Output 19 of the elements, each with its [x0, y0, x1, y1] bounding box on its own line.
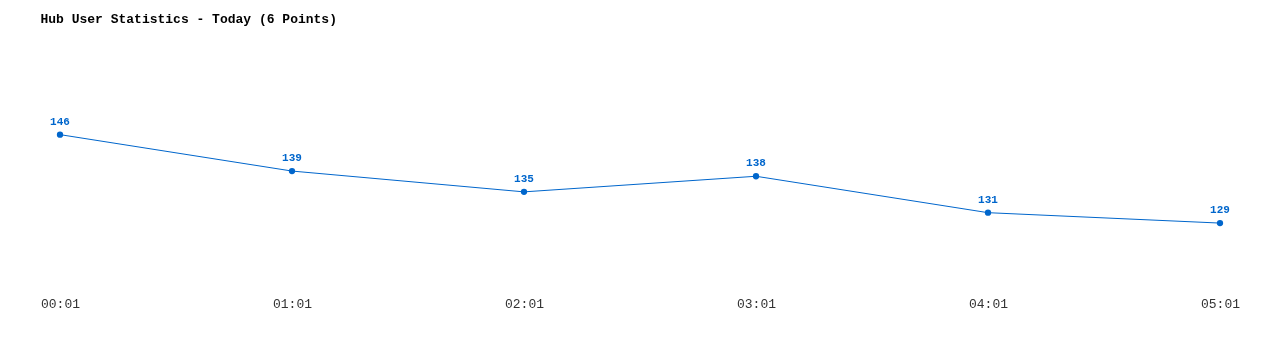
data-label: 146: [50, 115, 70, 128]
point: [984, 209, 992, 216]
x-tick-label: 03:01: [736, 296, 777, 312]
x-tick-label: 05:01: [1200, 296, 1241, 312]
x-tick-label: 02:01: [504, 296, 545, 312]
data-label: 138: [746, 157, 767, 170]
data-label: 131: [978, 193, 999, 206]
point: [520, 188, 528, 196]
data-label: 139: [282, 152, 302, 165]
point: [288, 167, 296, 175]
data-label: 129: [1210, 204, 1230, 217]
x-tick-label: 04:01: [968, 296, 1009, 312]
x-tick-label: 00:01: [40, 296, 81, 312]
point: [56, 131, 64, 138]
point: [1216, 219, 1224, 227]
point: [752, 173, 760, 180]
data-label: 135: [514, 172, 535, 185]
chart-title: Hub User Statistics - Today (6 Points): [40, 12, 337, 27]
x-tick-label: 01:01: [272, 296, 313, 312]
